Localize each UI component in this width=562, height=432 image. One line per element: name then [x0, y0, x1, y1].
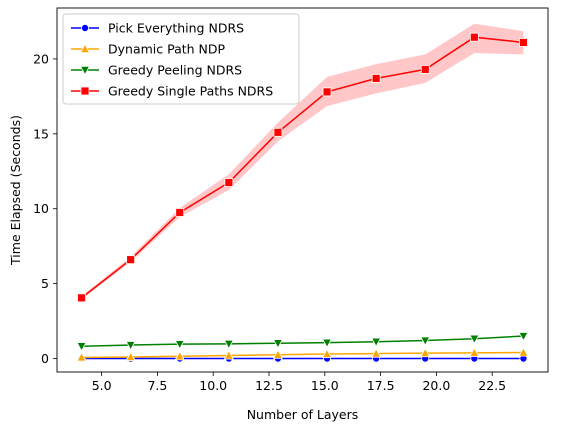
data-point	[224, 178, 234, 187]
data-point	[371, 337, 382, 348]
y-tick-label: 0	[41, 351, 49, 366]
data-point	[371, 74, 381, 83]
y-tick-label: 20	[33, 51, 49, 66]
legend-marker	[79, 43, 91, 53]
x-axis-label: Number of Layers	[247, 407, 359, 422]
data-point	[175, 208, 185, 217]
data-point	[518, 332, 529, 342]
data-point	[371, 348, 382, 358]
data-point	[272, 349, 284, 359]
x-tick-label: 22.5	[478, 378, 506, 393]
data-point	[223, 339, 234, 350]
data-point	[273, 127, 283, 137]
data-point	[125, 341, 136, 351]
data-point	[519, 38, 528, 47]
y-axis-label: Time Elapsed (Seconds)	[8, 115, 23, 266]
series-line	[81, 351, 524, 359]
x-axis: 5.0 7.5 10.0 12.5 15.0 17.5 20.0 22.5	[92, 372, 506, 393]
x-tick-label: 17.5	[367, 378, 395, 393]
data-point	[469, 347, 480, 357]
y-tick-label: 5	[41, 276, 49, 291]
x-tick-label: 10.0	[199, 378, 227, 393]
data-point	[76, 352, 87, 362]
data-point	[77, 293, 86, 303]
series-line	[81, 335, 524, 347]
data-point	[322, 87, 332, 97]
y-tick-label: 10	[33, 201, 49, 216]
data-point	[420, 65, 430, 74]
data-point	[321, 338, 333, 349]
series-line	[81, 36, 524, 299]
x-tick-label: 7.5	[147, 378, 167, 393]
data-point	[174, 350, 185, 361]
legend-marker	[80, 86, 90, 96]
data-point	[420, 347, 431, 358]
y-tick-label: 15	[33, 126, 49, 141]
data-point	[518, 347, 529, 357]
plot-area	[76, 23, 529, 363]
x-tick-label: 20.0	[422, 378, 450, 393]
legend-label: Greedy Peeling NDRS	[108, 63, 242, 78]
data-point	[469, 32, 479, 42]
data-point	[223, 350, 234, 360]
data-point	[76, 342, 87, 352]
x-tick-label: 15.0	[311, 378, 339, 393]
data-point	[126, 255, 136, 265]
legend-box	[62, 13, 300, 105]
y-axis: 0 5 10 15 20	[33, 51, 57, 366]
confidence-band	[81, 23, 524, 300]
legend: Pick Everything NDRS Dynamic Path NDP Gree…	[62, 13, 300, 105]
x-tick-label: 12.5	[255, 378, 283, 393]
data-point	[125, 351, 136, 362]
data-point	[174, 340, 185, 350]
legend-label: Dynamic Path NDP	[108, 42, 226, 57]
data-point	[321, 348, 333, 359]
legend-label: Pick Everything NDRS	[108, 21, 244, 36]
data-point	[469, 334, 480, 345]
legend-marker	[81, 23, 90, 32]
data-point	[272, 339, 284, 349]
data-point	[420, 336, 431, 346]
legend-label: Greedy Single Paths NDRS	[108, 84, 273, 99]
plot-frame	[56, 7, 549, 373]
legend-marker	[79, 66, 91, 76]
x-tick-label: 5.0	[92, 378, 112, 393]
